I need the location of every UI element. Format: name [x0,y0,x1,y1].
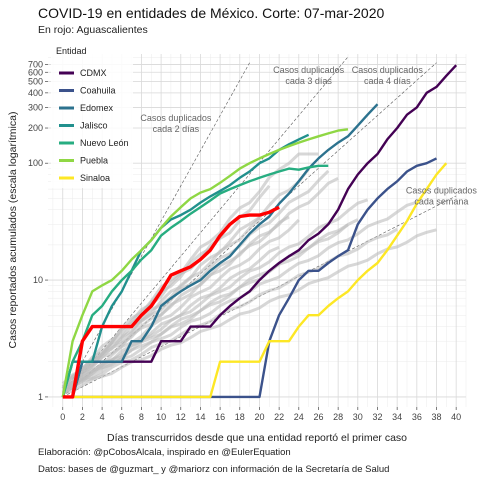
y-tick-label: 500 [28,77,43,87]
y-tick-label: 700 [28,59,43,69]
x-tick-label: 16 [215,412,225,422]
series-lines [61,64,458,399]
x-tick-label: 26 [313,412,323,422]
legend-label: Edomex [80,103,114,113]
legend-label: Puebla [80,156,108,166]
x-tick-label: 12 [176,412,186,422]
x-tick-label: 24 [294,412,304,422]
x-tick-label: 34 [392,412,402,422]
caption-source: Datos: bases de @guzmart_ y @mariorz con… [38,464,390,475]
chart-subtitle: En rojo: Aguascalientes [38,24,148,36]
y-tick-label: 1 [38,392,43,402]
annotation-line: Casos duplicados [352,65,424,75]
legend-box [51,42,133,188]
legend-label: Coahuila [80,86,116,96]
x-tick-label: 4 [100,412,105,422]
highlight-line-path [62,205,280,399]
y-tick-label: 400 [28,88,43,98]
x-axis-title: Días transcurridos desde que una entidad… [107,432,407,444]
y-tick-label: 600 [28,67,43,77]
background-state-line [62,228,437,395]
legend-label: Nuevo León [80,138,129,148]
highlight-line [62,205,280,399]
annotation-label: Casos duplicados cada 2 días [140,113,212,134]
series-line [61,133,310,398]
annotation-label: Casos duplicados cada 3 días [273,65,345,86]
x-tick-label: 6 [119,412,124,422]
x-tick-label: 20 [254,412,264,422]
x-tick-label: 32 [372,412,382,422]
annotation-line: Casos duplicados [273,65,345,75]
x-tick-label: 28 [333,412,343,422]
annotation-label: Casos duplicados cada semana [406,186,478,207]
legend-label: Jalisco [80,121,108,131]
annotation-line: cada 2 días [153,124,200,134]
y-tick-label: 300 [28,102,43,112]
legend-label: CDMX [80,68,107,78]
legend-label: Sinaloa [80,173,110,183]
series-line [61,128,349,398]
x-tick-label: 22 [274,412,284,422]
series-line [62,64,458,399]
y-axis-title: Casos reportados acumulados (escala loga… [7,112,19,349]
y-tick-label: 200 [28,123,43,133]
annotation-line: cada 3 días [285,76,332,86]
background-state-line [62,215,290,389]
annotation-label: Casos duplicados cada 4 días [352,65,424,86]
legend: Entidad CDMX Coahuila Edomex Jalisco Nuevo L… [51,42,133,188]
x-tick-label: 2 [80,412,85,422]
caption-credits: Elaboración: @pCobosAlcala, inspirado en… [38,447,291,458]
x-tick-label: 8 [139,412,144,422]
x-axis-ticks: 0 2 4 6 8 10 12 14 16 18 20 22 24 26 28 30 32 34 36 38 40 [60,407,461,422]
reference-line-2-days [62,62,250,398]
chart-title: COVID-19 en entidades de México. Corte: … [38,5,385,21]
x-tick-label: 40 [451,412,461,422]
series-line [62,103,379,399]
x-tick-label: 10 [156,412,166,422]
x-tick-label: 0 [60,412,65,422]
x-tick-label: 30 [353,412,363,422]
series-line [62,162,448,399]
x-tick-label: 38 [431,412,441,422]
x-tick-label: 14 [195,412,205,422]
y-tick-label: 100 [28,158,43,168]
legend-title: Entidad [56,46,87,56]
series-line [61,164,329,398]
x-tick-label: 18 [235,412,245,422]
annotation-line: cada semana [414,197,468,207]
reference-line-3-days [62,56,349,398]
annotation-line: Casos duplicados [406,186,478,196]
x-tick-label: 36 [412,412,422,422]
annotation-line: Casos duplicados [140,113,212,123]
y-tick-label: 10 [33,275,43,285]
annotation-line: cada 4 días [364,76,411,86]
